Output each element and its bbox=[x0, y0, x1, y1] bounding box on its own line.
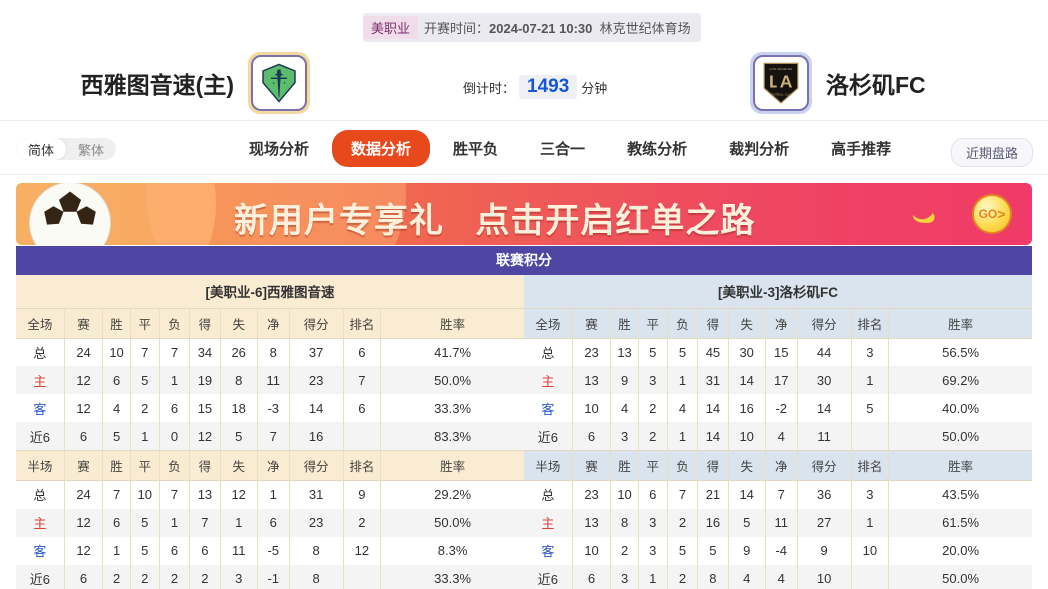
svg-text:LOS ANGELES: LOS ANGELES bbox=[769, 67, 792, 71]
svg-text:A: A bbox=[780, 71, 793, 91]
svg-text:FOOTBALL CLUB: FOOTBALL CLUB bbox=[770, 93, 792, 96]
